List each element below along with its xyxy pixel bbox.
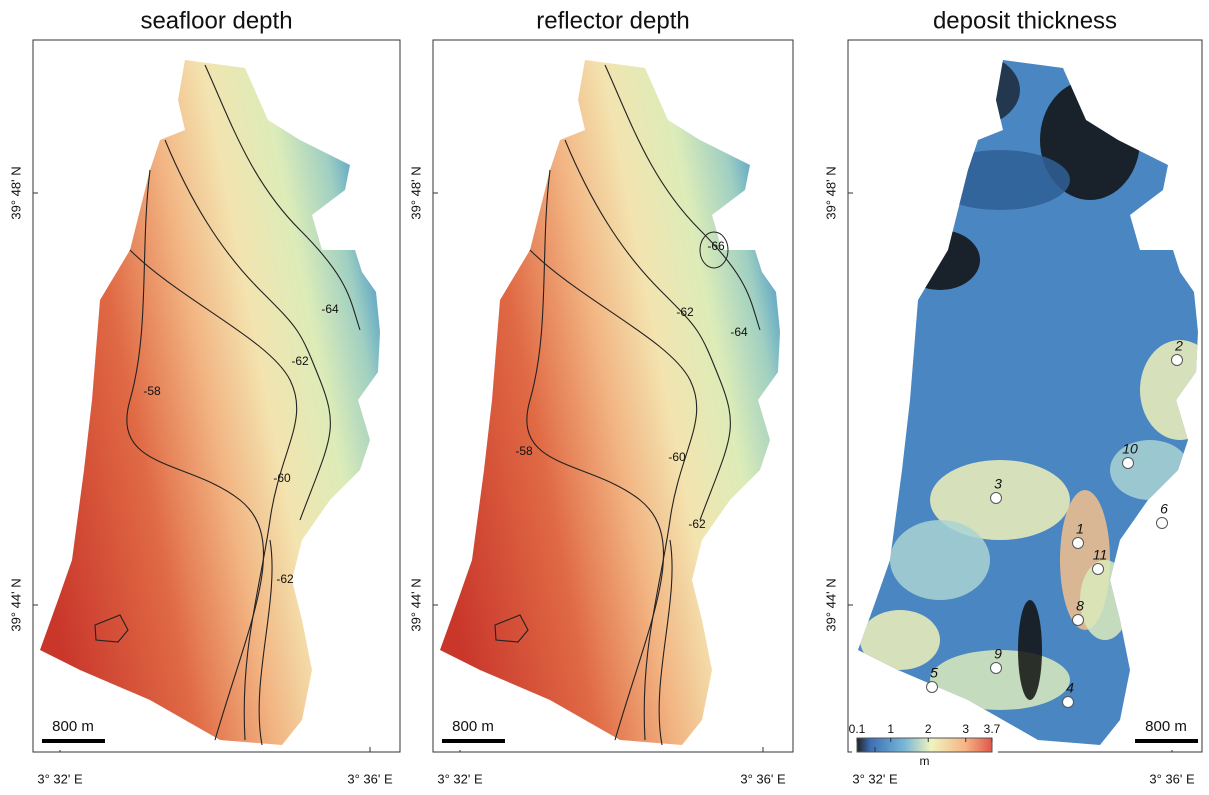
sample-point [990, 492, 1002, 504]
sample-label: 8 [1076, 598, 1084, 614]
lat-label: 39° 44' N [823, 578, 838, 631]
contour-line [699, 231, 729, 269]
panel-frame [432, 39, 794, 753]
contour-line [529, 249, 698, 741]
sample-point [1092, 563, 1104, 575]
scale-bar-label: 800 m [52, 718, 94, 735]
lon-label: 3° 36' E [347, 771, 393, 786]
sample-point [1062, 696, 1074, 708]
panel-frame [847, 39, 1203, 753]
colorbar-tick-label: 3.7 [984, 722, 1001, 736]
thickness-patch [1080, 560, 1130, 640]
contour-line [164, 139, 331, 521]
thickness-patch [900, 230, 980, 290]
contour-label: -62 [688, 517, 706, 531]
sample-label: 2 [1174, 338, 1183, 354]
colorbar-tick-label: 0.1 [849, 722, 866, 736]
colorbar-tick-label: 3 [962, 722, 969, 736]
lon-label: 3° 32' E [37, 771, 83, 786]
contour-label: -62 [291, 354, 309, 368]
depth-map [440, 60, 780, 745]
thickness-patch [1140, 340, 1198, 440]
panel-frame [32, 39, 401, 753]
contour-line [658, 539, 673, 746]
colorbar [856, 737, 993, 753]
sample-point [1156, 517, 1168, 529]
lat-label: 39° 48' N [408, 166, 423, 219]
lon-label: 3° 36' E [1149, 771, 1195, 786]
frames [32, 39, 1203, 753]
panel-title: seafloor depth [140, 7, 292, 34]
contour-line [126, 169, 265, 741]
sample-label: 4 [1066, 680, 1074, 696]
contour-label: -66 [707, 239, 725, 253]
lat-label: 39° 48' N [8, 166, 23, 219]
lat-label: 39° 48' N [823, 166, 838, 219]
sample-point [990, 662, 1002, 674]
sample-label: 10 [1122, 441, 1138, 457]
sample-point [926, 681, 938, 693]
lon-label: 3° 32' E [852, 771, 898, 786]
sample-label: 9 [994, 646, 1002, 662]
scale-bar-label: 800 m [1145, 718, 1187, 735]
lon-label: 3° 32' E [437, 771, 483, 786]
contour-label: -60 [668, 450, 686, 464]
thickness-patch [900, 60, 1020, 130]
sample-label: 3 [994, 476, 1002, 492]
contour-line [564, 139, 731, 521]
sample-point [1072, 614, 1084, 626]
contour-line [526, 169, 665, 741]
contour-label: -60 [273, 471, 291, 485]
lat-label: 39° 44' N [408, 578, 423, 631]
contour-line [94, 614, 129, 643]
sample-point [1171, 354, 1183, 366]
lat-label: 39° 44' N [8, 578, 23, 631]
contour-label: -58 [515, 444, 533, 458]
sample-label: 6 [1160, 501, 1168, 517]
thickness-patch [930, 150, 1070, 210]
panel-title: deposit thickness [933, 7, 1117, 34]
panel-title: reflector depth [536, 7, 689, 34]
contour-line [204, 64, 361, 331]
thickness-patch [890, 520, 990, 600]
colorbar-tick-label: 2 [925, 722, 932, 736]
depth-map [40, 60, 380, 745]
colorbar-unit: m [920, 754, 930, 768]
sample-point [1122, 457, 1134, 469]
sample-label: 1 [1076, 521, 1084, 537]
contour-line [494, 614, 529, 643]
contour-label: -64 [730, 325, 748, 339]
sample-label: 5 [930, 665, 938, 681]
scale-bar-label: 800 m [452, 718, 494, 735]
contour-label: -62 [676, 305, 694, 319]
sample-label: 11 [1093, 547, 1108, 563]
contour-label: -64 [321, 302, 339, 316]
contour-label: -62 [276, 572, 294, 586]
contour-label: -58 [143, 384, 161, 398]
contour-line [129, 249, 298, 741]
contour-line [258, 539, 273, 746]
thickness-map [858, 60, 1198, 745]
thickness-patch [860, 610, 940, 670]
contour-line [604, 64, 761, 331]
colorbar-tick-label: 1 [887, 722, 894, 736]
sample-point [1072, 537, 1084, 549]
thickness-patch [1018, 600, 1042, 700]
lon-label: 3° 36' E [740, 771, 786, 786]
